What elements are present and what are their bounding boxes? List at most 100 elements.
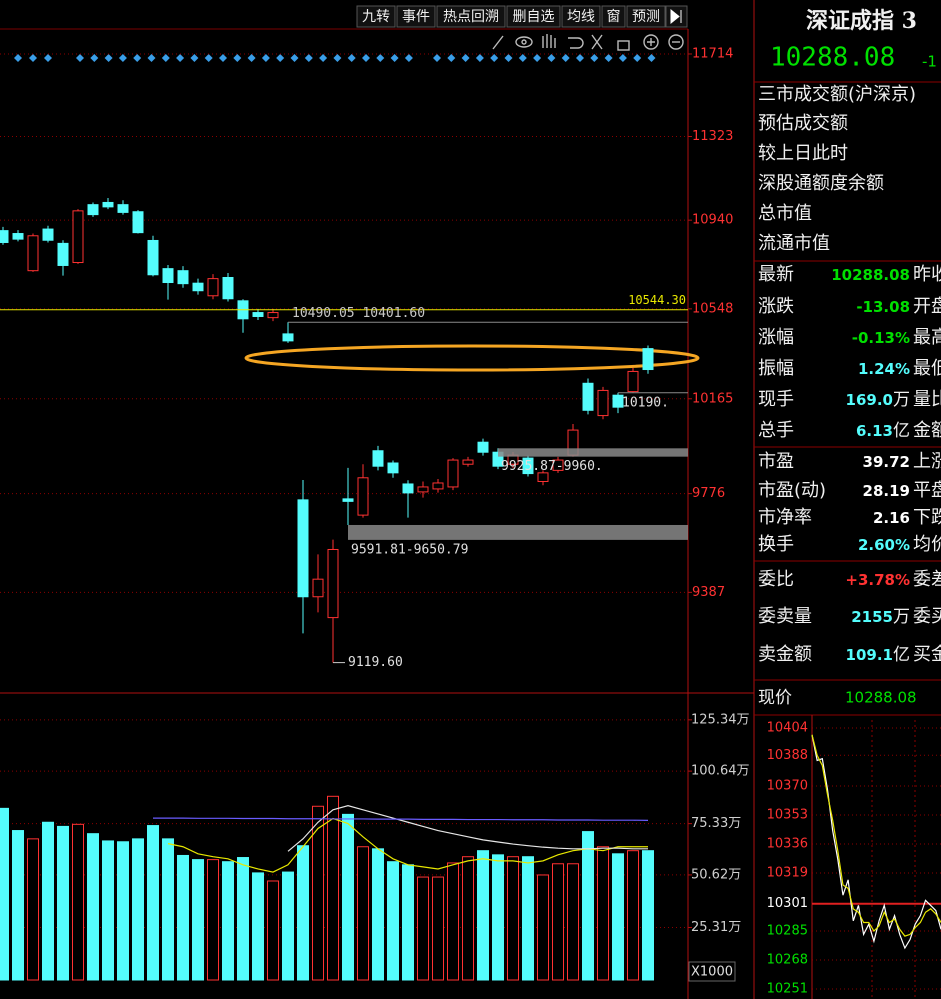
y-tick-label: 9387 bbox=[692, 585, 725, 600]
signal-marker bbox=[618, 54, 627, 62]
volume-bar bbox=[27, 838, 39, 981]
info-label: 较上日此时 bbox=[758, 143, 848, 164]
zoom-in-icon[interactable] bbox=[647, 38, 655, 46]
signal-marker bbox=[118, 54, 127, 62]
volume-bar bbox=[432, 876, 444, 981]
volume-bar bbox=[192, 859, 204, 981]
toolbar-label[interactable]: 均线 bbox=[567, 9, 595, 25]
signal-marker bbox=[276, 54, 285, 62]
candle-body bbox=[147, 239, 159, 276]
lock-icon[interactable] bbox=[617, 40, 630, 51]
candle-body bbox=[117, 204, 129, 213]
toolbar-label[interactable]: 九转 bbox=[362, 9, 390, 25]
candle-body bbox=[282, 333, 294, 342]
y-tick-label: 10336 bbox=[767, 837, 808, 852]
field-value: 28.19 bbox=[863, 482, 910, 500]
expand-icon[interactable] bbox=[670, 8, 682, 25]
cut-icon[interactable] bbox=[591, 34, 603, 50]
volume-bar bbox=[132, 838, 144, 981]
field-value: -0.13% bbox=[852, 329, 910, 347]
y-tick-label: 11323 bbox=[692, 129, 733, 144]
candle-body bbox=[357, 477, 369, 516]
eye-icon[interactable] bbox=[515, 36, 533, 48]
toolbar-label[interactable]: 事件 bbox=[402, 9, 430, 25]
signal-marker bbox=[161, 54, 170, 62]
undo-icon[interactable] bbox=[568, 37, 584, 49]
signal-marker bbox=[576, 54, 584, 62]
candle-body bbox=[162, 268, 174, 284]
volume-bar bbox=[387, 861, 399, 981]
volume-bar bbox=[297, 845, 309, 981]
low-label: 9119.60 bbox=[348, 655, 403, 670]
volume-bar bbox=[117, 841, 129, 981]
field-label: 总手 bbox=[758, 420, 794, 441]
volume-bar bbox=[42, 821, 54, 981]
hand-icon[interactable] bbox=[542, 34, 556, 48]
volume-bar bbox=[612, 853, 624, 981]
field-value: +3.78% bbox=[845, 571, 910, 589]
field-value: 2.16 bbox=[873, 509, 910, 527]
eye-icon[interactable] bbox=[521, 39, 527, 45]
signal-marker bbox=[90, 54, 99, 62]
value: -13.08 bbox=[856, 298, 910, 316]
y-tick-label: 100.64万 bbox=[691, 764, 750, 779]
candle-body bbox=[387, 462, 399, 474]
y-tick-label: 10353 bbox=[767, 808, 808, 823]
volume-bar bbox=[237, 857, 249, 981]
signal-marker bbox=[590, 54, 599, 62]
pencil-icon[interactable] bbox=[492, 35, 504, 50]
zoom-in-icon[interactable] bbox=[643, 34, 659, 50]
toolbar-label[interactable]: 预测 bbox=[632, 9, 660, 25]
y-tick-label: 11714 bbox=[692, 46, 733, 61]
value: -0.13% bbox=[852, 329, 910, 347]
toolbar-button[interactable] bbox=[356, 5, 396, 28]
gap-label: 9925.87-9960. bbox=[501, 459, 603, 474]
expand-button[interactable] bbox=[665, 5, 688, 28]
info-label: 总市值 bbox=[758, 203, 812, 224]
toolbar-label[interactable]: 热点回溯 bbox=[443, 9, 499, 25]
next-field-label: 平盘 bbox=[913, 480, 941, 501]
index-change: -1 bbox=[922, 53, 937, 71]
toolbar-button[interactable] bbox=[436, 5, 506, 28]
signal-marker bbox=[219, 54, 227, 62]
volume-bar bbox=[177, 854, 189, 981]
signal-marker bbox=[133, 54, 142, 62]
volume-bar bbox=[522, 856, 534, 981]
toolbar-button[interactable] bbox=[506, 5, 561, 28]
level-label: 10490.05 10401.60 bbox=[292, 306, 425, 321]
signal-marker bbox=[518, 54, 527, 62]
toolbar-button[interactable] bbox=[601, 5, 626, 28]
gap-label: 9591.81-9650.79 bbox=[351, 542, 468, 557]
candle-body bbox=[222, 276, 234, 300]
price-line bbox=[811, 734, 941, 950]
toolbar-button[interactable] bbox=[396, 5, 436, 28]
unit-box bbox=[688, 961, 736, 982]
info-label: 三市成交额(沪深京) bbox=[758, 84, 916, 105]
signal-marker bbox=[404, 54, 413, 62]
next-field-label: 金额 bbox=[913, 420, 941, 441]
volume-bar bbox=[282, 871, 294, 981]
field-label: 委比 bbox=[758, 569, 794, 590]
volume-bar bbox=[12, 830, 24, 981]
candle-body bbox=[87, 204, 99, 216]
candle-body bbox=[72, 210, 84, 264]
candle-body bbox=[102, 201, 114, 208]
signal-marker bbox=[447, 54, 456, 62]
signal-marker bbox=[44, 54, 52, 62]
signal-marker bbox=[29, 54, 37, 62]
toolbar-button[interactable] bbox=[561, 5, 601, 28]
toolbar-label[interactable]: 窗 bbox=[607, 8, 621, 25]
volume-bar bbox=[552, 863, 564, 981]
volume-bar bbox=[0, 807, 9, 981]
signal-marker bbox=[261, 54, 270, 62]
signal-marker bbox=[104, 54, 113, 62]
candle-body bbox=[252, 312, 264, 317]
toolbar-button[interactable] bbox=[626, 5, 666, 28]
candle-body bbox=[342, 498, 354, 502]
zoom-out-icon[interactable] bbox=[668, 34, 684, 50]
volume-bar bbox=[222, 861, 234, 981]
signal-marker bbox=[633, 54, 642, 62]
toolbar-label[interactable]: 删自选 bbox=[513, 9, 555, 25]
